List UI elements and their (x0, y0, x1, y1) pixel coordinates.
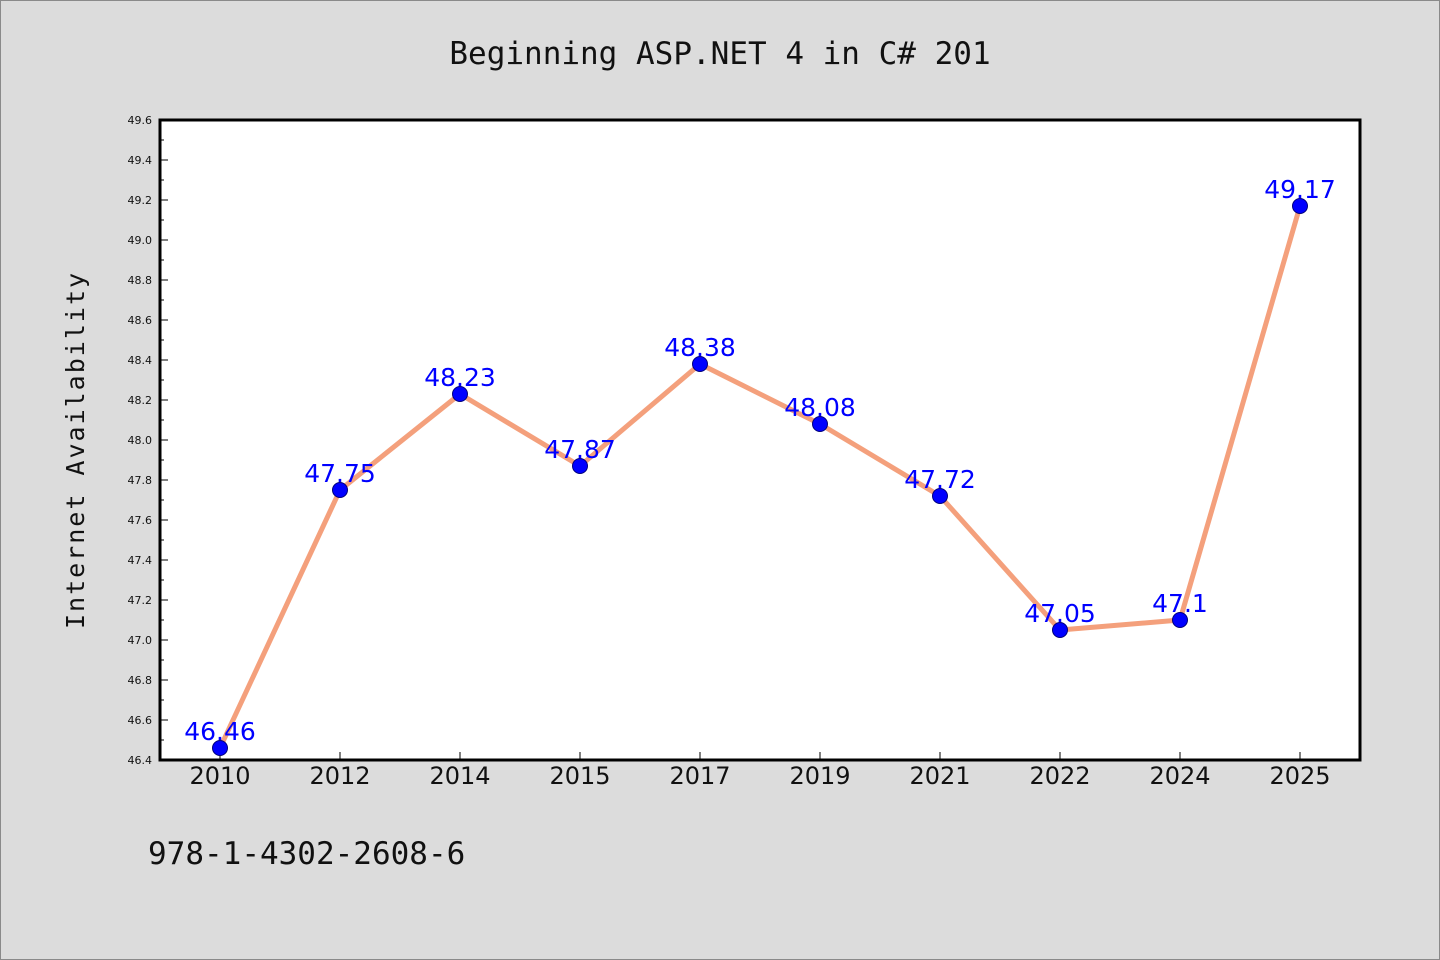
data-label-2025: 49.17 (1264, 175, 1336, 204)
y-tick-label-15: 49.4 (128, 154, 153, 167)
x-tick-label-8: 2024 (1149, 762, 1210, 790)
plot-frame (158, 118, 1362, 762)
y-tick-label-13: 49.0 (128, 234, 153, 247)
x-tick-label-6: 2021 (909, 762, 970, 790)
data-point-2022 (1052, 622, 1068, 638)
data-point-2012 (332, 482, 348, 498)
data-point-2021 (932, 488, 948, 504)
data-label-2022: 47.05 (1024, 599, 1096, 628)
y-tick-label-6: 47.6 (128, 514, 153, 527)
y-tick-label-10: 48.4 (128, 354, 153, 367)
data-label-2015: 47.87 (544, 435, 616, 464)
footer-isbn: 978-1-4302-2608-6 (148, 836, 465, 872)
data-point-2025 (1292, 198, 1308, 214)
y-tick-label-12: 48.8 (128, 274, 153, 287)
x-tick-label-4: 2017 (669, 762, 730, 790)
plot-area (160, 120, 1360, 760)
data-label-2012: 47.75 (304, 459, 376, 488)
y-tick-label-11: 48.6 (128, 314, 153, 327)
chart-title: Beginning ASP.NET 4 in C# 201 (449, 36, 990, 72)
y-tick-label-7: 47.8 (128, 474, 153, 487)
x-tick-label-1: 2012 (309, 762, 370, 790)
y-axis-label-group: Internet Availability (61, 271, 90, 629)
data-point-2017 (692, 356, 708, 372)
y-tick-label-2: 46.8 (128, 674, 153, 687)
x-tick-label-2: 2014 (429, 762, 490, 790)
x-tick-label-7: 2022 (1029, 762, 1090, 790)
data-point-2024 (1172, 612, 1188, 628)
data-label-2021: 47.72 (904, 465, 976, 494)
data-label-2019: 48.08 (784, 393, 856, 422)
y-tick-label-1: 46.6 (128, 714, 153, 727)
data-point-2014 (452, 386, 468, 402)
data-label-2024: 47.1 (1152, 589, 1208, 618)
x-tick-label-0: 2010 (189, 762, 250, 790)
y-tick-label-0: 46.4 (128, 754, 153, 767)
data-label-2010: 46.46 (184, 717, 256, 746)
y-tick-label-8: 48.0 (128, 434, 153, 447)
y-axis-label: Internet Availability (61, 271, 90, 629)
x-axis: 2010 2012 2014 2015 2017 2019 2021 2022 2024 2025 (189, 752, 1331, 790)
data-point-2015 (572, 458, 588, 474)
y-tick-label-16: 49.6 (128, 114, 153, 127)
data-point-2010 (212, 740, 228, 756)
x-tick-label-9: 2025 (1269, 762, 1330, 790)
series-line (217, 203, 1303, 751)
y-tick-label-9: 48.2 (128, 394, 153, 407)
x-tick-label-5: 2019 (789, 762, 850, 790)
series-layer (212, 198, 1308, 756)
data-point-2019 (812, 416, 828, 432)
data-label-2017: 48.38 (664, 333, 736, 362)
data-label-2014: 48.23 (424, 363, 496, 392)
y-tick-label-4: 47.2 (128, 594, 153, 607)
y-tick-label-5: 47.4 (128, 554, 153, 567)
y-tick-label-3: 47.0 (128, 634, 153, 647)
y-tick-label-14: 49.2 (128, 194, 153, 207)
data-label-layer: 46.46 47.75 48.23 47.87 48.38 48.08 47.72 47.05… (184, 175, 1336, 746)
x-tick-label-3: 2015 (549, 762, 610, 790)
